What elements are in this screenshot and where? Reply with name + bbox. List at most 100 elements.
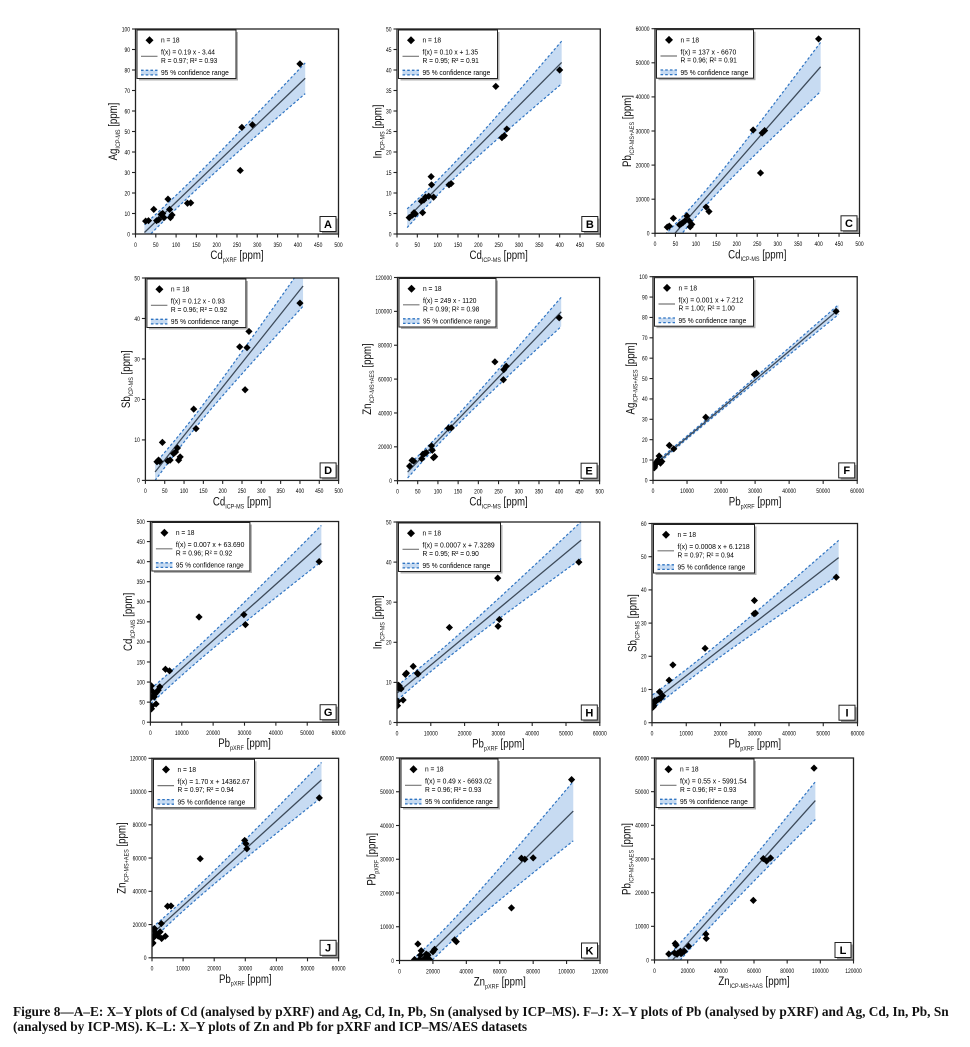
svg-text:80000: 80000 bbox=[780, 969, 794, 975]
svg-text:60000: 60000 bbox=[636, 27, 650, 33]
svg-text:50000: 50000 bbox=[635, 790, 649, 796]
svg-text:CdICP-MS [ppm]: CdICP-MS [ppm] bbox=[728, 249, 786, 263]
svg-text:250: 250 bbox=[137, 620, 146, 626]
svg-text:AgICP-MS+AES [ppm]: AgICP-MS+AES [ppm] bbox=[626, 343, 640, 415]
svg-text:CdICP-MS [ppm]: CdICP-MS [ppm] bbox=[123, 593, 137, 651]
svg-text:10: 10 bbox=[134, 438, 140, 444]
svg-text:10000: 10000 bbox=[635, 925, 649, 931]
svg-text:500: 500 bbox=[334, 243, 343, 249]
svg-text:200: 200 bbox=[219, 489, 228, 495]
svg-text:n = 18: n = 18 bbox=[678, 530, 697, 539]
svg-text:n = 18: n = 18 bbox=[423, 529, 442, 538]
svg-text:100: 100 bbox=[172, 243, 181, 249]
svg-text:40000: 40000 bbox=[635, 824, 649, 830]
svg-text:30: 30 bbox=[386, 109, 392, 115]
svg-text:400: 400 bbox=[555, 490, 564, 496]
svg-text:120000: 120000 bbox=[845, 969, 862, 975]
svg-text:400: 400 bbox=[555, 243, 564, 249]
svg-text:100: 100 bbox=[122, 27, 131, 33]
svg-text:R = 0.97; R² = 0.94: R = 0.97; R² = 0.94 bbox=[678, 550, 734, 559]
svg-text:PbpXRF [ppm]: PbpXRF [ppm] bbox=[367, 833, 381, 886]
svg-text:200: 200 bbox=[733, 242, 742, 248]
svg-text:R = 0.97; R² = 0.93: R = 0.97; R² = 0.93 bbox=[161, 56, 217, 65]
svg-text:0: 0 bbox=[653, 969, 656, 975]
svg-text:400: 400 bbox=[294, 243, 303, 249]
svg-text:50: 50 bbox=[415, 243, 421, 249]
svg-text:40000: 40000 bbox=[525, 731, 539, 737]
svg-text:50: 50 bbox=[153, 243, 159, 249]
svg-text:35: 35 bbox=[386, 89, 392, 95]
svg-text:0: 0 bbox=[645, 479, 648, 485]
svg-text:40: 40 bbox=[386, 68, 392, 74]
svg-text:f(x) = 0.0007 x + 7.3289: f(x) = 0.0007 x + 7.3289 bbox=[423, 541, 495, 550]
svg-text:20000: 20000 bbox=[207, 967, 221, 973]
svg-text:95 % confidence range: 95 % confidence range bbox=[423, 317, 491, 326]
svg-text:n = 18: n = 18 bbox=[423, 284, 442, 293]
svg-text:50000: 50000 bbox=[816, 489, 830, 495]
svg-text:40000: 40000 bbox=[269, 967, 283, 973]
svg-text:400: 400 bbox=[137, 560, 146, 566]
svg-text:ZnpXRF [ppm]: ZnpXRF [ppm] bbox=[474, 977, 526, 991]
svg-text:50: 50 bbox=[139, 700, 145, 706]
svg-text:70: 70 bbox=[642, 336, 648, 342]
svg-text:40: 40 bbox=[386, 560, 392, 566]
svg-text:InICP-MS [ppm]: InICP-MS [ppm] bbox=[372, 595, 386, 649]
svg-text:0: 0 bbox=[144, 489, 147, 495]
svg-text:120000: 120000 bbox=[375, 276, 392, 282]
svg-text:60: 60 bbox=[124, 109, 130, 115]
svg-text:f(x) = 249 x - 1120: f(x) = 249 x - 1120 bbox=[423, 296, 476, 305]
svg-text:0: 0 bbox=[652, 489, 655, 495]
svg-text:50: 50 bbox=[415, 490, 421, 496]
svg-text:80000: 80000 bbox=[133, 823, 147, 829]
svg-text:ZnICP-MS+AES [ppm]: ZnICP-MS+AES [ppm] bbox=[362, 343, 376, 414]
svg-text:150: 150 bbox=[454, 490, 463, 496]
svg-text:60000: 60000 bbox=[593, 731, 607, 737]
svg-text:50: 50 bbox=[673, 242, 679, 248]
svg-text:60: 60 bbox=[641, 522, 647, 528]
svg-text:f(x) = 0.55 x - 5991.54: f(x) = 0.55 x - 5991.54 bbox=[680, 777, 747, 786]
svg-text:A: A bbox=[324, 219, 332, 231]
svg-text:f(x) = 0.0008 x + 6.1218: f(x) = 0.0008 x + 6.1218 bbox=[678, 542, 750, 551]
svg-text:F: F bbox=[843, 465, 850, 477]
svg-text:20: 20 bbox=[134, 398, 140, 404]
svg-text:40000: 40000 bbox=[782, 489, 796, 495]
svg-text:50: 50 bbox=[641, 555, 647, 561]
svg-text:20000: 20000 bbox=[378, 445, 392, 451]
svg-text:40: 40 bbox=[134, 317, 140, 323]
svg-text:95 % confidence range: 95 % confidence range bbox=[680, 797, 748, 806]
svg-text:f(x) = 0.12 x - 0.93: f(x) = 0.12 x - 0.93 bbox=[171, 297, 225, 306]
svg-text:60000: 60000 bbox=[378, 377, 392, 383]
svg-text:80000: 80000 bbox=[526, 969, 540, 975]
svg-text:n = 18: n = 18 bbox=[161, 36, 180, 45]
svg-text:150: 150 bbox=[192, 243, 201, 249]
svg-text:InICP-MS [ppm]: InICP-MS [ppm] bbox=[372, 105, 386, 159]
svg-text:250: 250 bbox=[238, 489, 247, 495]
svg-text:50: 50 bbox=[386, 27, 392, 33]
svg-text:50: 50 bbox=[642, 377, 648, 383]
svg-text:300: 300 bbox=[515, 243, 524, 249]
svg-text:300: 300 bbox=[253, 243, 262, 249]
svg-text:0: 0 bbox=[654, 242, 657, 248]
svg-text:f(x) = 137 x - 6670: f(x) = 137 x - 6670 bbox=[681, 47, 737, 56]
svg-text:50: 50 bbox=[386, 520, 392, 526]
svg-text:PbpXRF [ppm]: PbpXRF [ppm] bbox=[472, 739, 525, 753]
svg-text:40: 40 bbox=[124, 150, 130, 156]
svg-text:300: 300 bbox=[515, 490, 524, 496]
svg-text:20: 20 bbox=[641, 655, 647, 661]
svg-text:100: 100 bbox=[434, 243, 443, 249]
svg-text:60000: 60000 bbox=[380, 756, 394, 762]
svg-text:40000: 40000 bbox=[636, 95, 650, 101]
svg-text:n = 18: n = 18 bbox=[178, 765, 197, 774]
svg-text:350: 350 bbox=[535, 243, 544, 249]
svg-text:30000: 30000 bbox=[748, 732, 762, 738]
svg-text:450: 450 bbox=[835, 242, 844, 248]
svg-text:60000: 60000 bbox=[747, 969, 761, 975]
svg-text:50: 50 bbox=[162, 489, 168, 495]
svg-text:50000: 50000 bbox=[559, 731, 573, 737]
svg-text:0: 0 bbox=[134, 243, 137, 249]
svg-text:10: 10 bbox=[386, 191, 392, 197]
svg-text:PbICP-MS+AES [ppm]: PbICP-MS+AES [ppm] bbox=[622, 823, 636, 895]
svg-text:100000: 100000 bbox=[130, 790, 147, 796]
svg-text:120000: 120000 bbox=[592, 969, 609, 975]
svg-text:95 % confidence range: 95 % confidence range bbox=[161, 68, 229, 77]
